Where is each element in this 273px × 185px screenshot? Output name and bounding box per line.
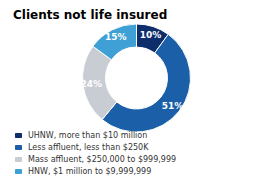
svg-text:Less affluent, less than $250K: Less affluent, less than $250K <box>28 143 149 152</box>
svg-text:Mass affluent, $250,000 to $99: Mass affluent, $250,000 to $999,999 <box>28 155 176 164</box>
svg-text:24%: 24% <box>81 79 103 89</box>
svg-text:15%: 15% <box>105 32 127 42</box>
svg-text:HNW, $1 million to $9,999,999: HNW, $1 million to $9,999,999 <box>28 167 151 176</box>
svg-text:Clients not life insured: Clients not life insured <box>13 8 167 22</box>
svg-text:51%: 51% <box>162 101 184 111</box>
svg-text:UHNW, more than $10 million: UHNW, more than $10 million <box>28 131 147 140</box>
svg-text:10%: 10% <box>140 30 162 40</box>
